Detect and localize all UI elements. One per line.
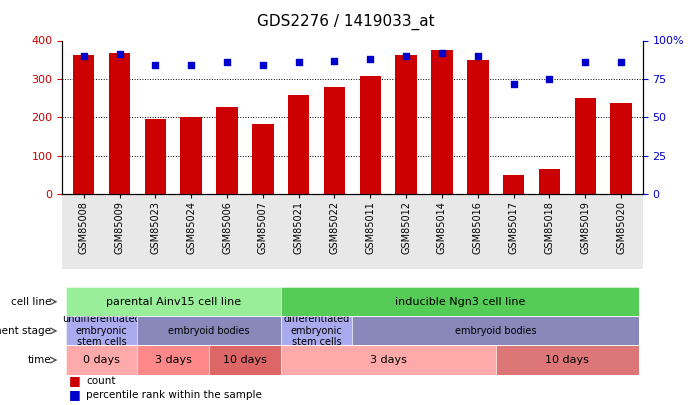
- Bar: [574, 98, 596, 194]
- Text: ■: ■: [69, 388, 81, 401]
- Point: [544, 76, 555, 82]
- Point: [257, 62, 268, 68]
- Text: cell line: cell line: [10, 297, 51, 307]
- Bar: [539, 169, 560, 194]
- Bar: [180, 117, 202, 194]
- Text: development stage: development stage: [0, 326, 51, 336]
- Bar: [610, 103, 632, 194]
- Text: 0 days: 0 days: [83, 355, 120, 365]
- Point: [365, 56, 376, 62]
- Bar: [395, 55, 417, 194]
- Bar: [216, 107, 238, 194]
- Text: differentiated
embryonic
stem cells: differentiated embryonic stem cells: [283, 314, 350, 347]
- Text: parental Ainv15 cell line: parental Ainv15 cell line: [106, 297, 241, 307]
- Text: percentile rank within the sample: percentile rank within the sample: [86, 390, 263, 400]
- Text: 3 days: 3 days: [155, 355, 191, 365]
- Bar: [359, 76, 381, 194]
- Bar: [503, 175, 524, 194]
- Bar: [467, 60, 489, 194]
- Point: [401, 53, 412, 59]
- Bar: [324, 87, 346, 194]
- Text: GDS2276 / 1419033_at: GDS2276 / 1419033_at: [256, 14, 435, 30]
- Bar: [288, 95, 310, 194]
- Text: inducible Ngn3 cell line: inducible Ngn3 cell line: [395, 297, 525, 307]
- Text: time: time: [28, 355, 51, 365]
- Point: [222, 59, 233, 65]
- Point: [508, 80, 519, 87]
- Point: [78, 53, 89, 59]
- Bar: [73, 55, 95, 194]
- Point: [329, 57, 340, 64]
- Point: [580, 59, 591, 65]
- Bar: [144, 119, 166, 194]
- Point: [616, 59, 627, 65]
- Point: [150, 62, 161, 68]
- Point: [437, 49, 448, 56]
- Text: undifferentiated
embryonic
stem cells: undifferentiated embryonic stem cells: [62, 314, 141, 347]
- Text: 10 days: 10 days: [545, 355, 589, 365]
- Bar: [431, 50, 453, 194]
- Text: embryoid bodies: embryoid bodies: [455, 326, 536, 336]
- Point: [186, 62, 197, 68]
- Point: [293, 59, 304, 65]
- Text: ■: ■: [69, 374, 81, 387]
- Bar: [108, 53, 131, 194]
- Point: [472, 53, 483, 59]
- Text: count: count: [86, 376, 116, 386]
- Text: 3 days: 3 days: [370, 355, 407, 365]
- Text: 10 days: 10 days: [223, 355, 267, 365]
- Text: embryoid bodies: embryoid bodies: [169, 326, 250, 336]
- Point: [114, 51, 125, 58]
- Bar: [252, 124, 274, 194]
